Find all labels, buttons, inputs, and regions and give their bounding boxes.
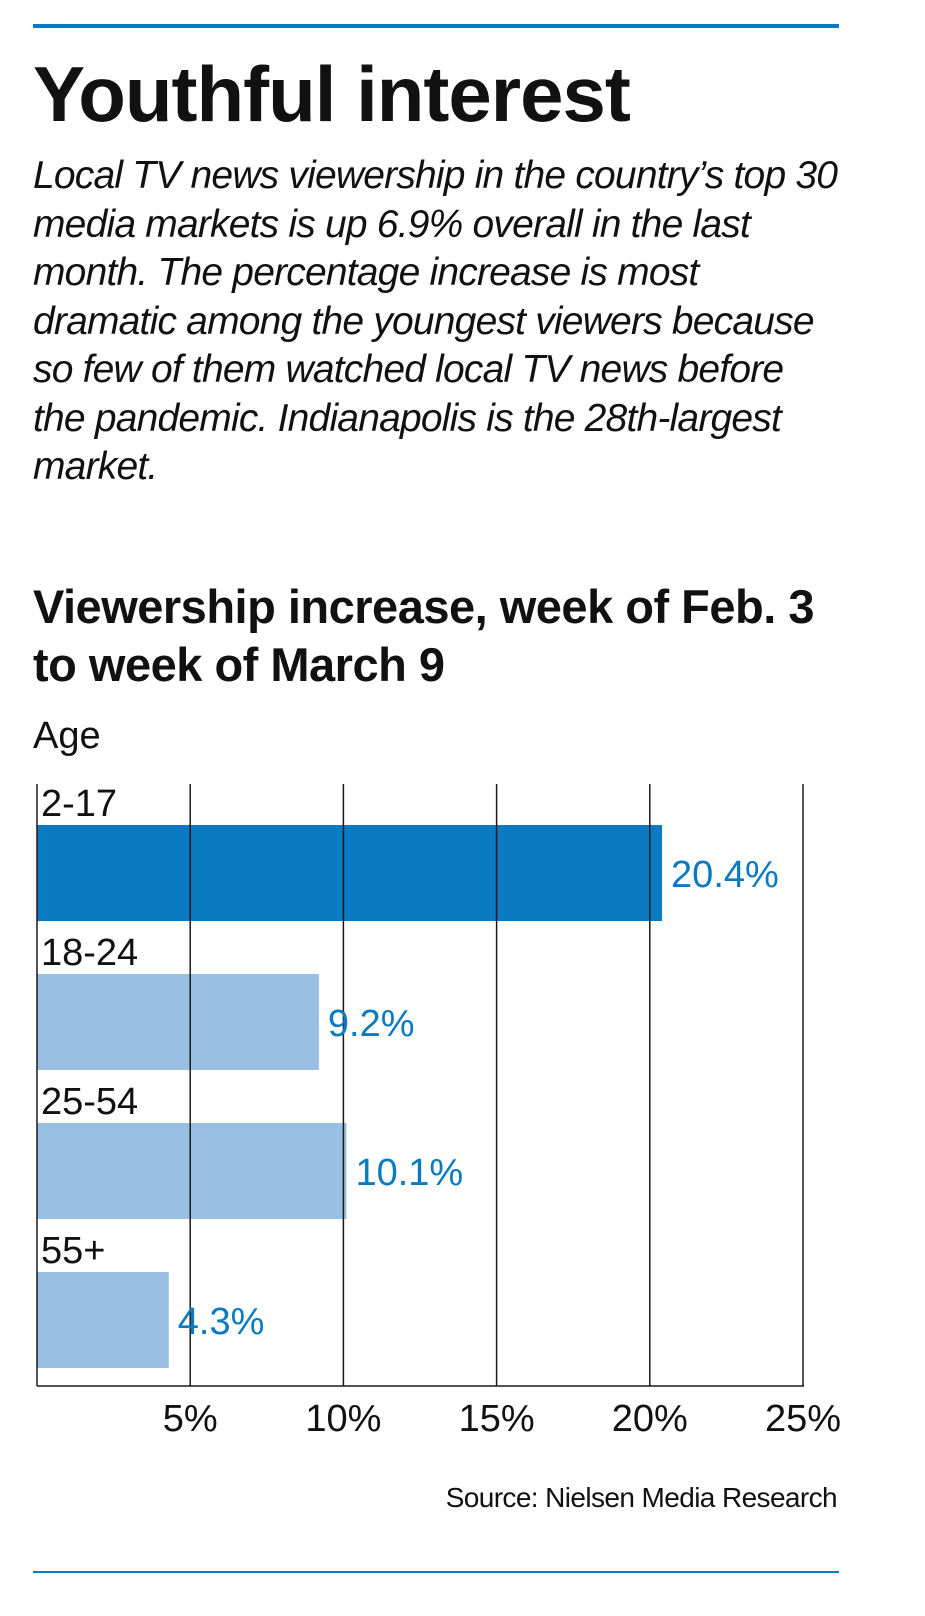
bar-55+	[37, 1272, 169, 1368]
source-note: Source: Nielsen Media Research	[445, 1482, 838, 1513]
chart-title: Viewership increase, week of Feb. 3 to w…	[33, 580, 815, 691]
value-label: 20.4%	[671, 854, 779, 896]
top-rule	[33, 24, 839, 28]
x-tick-label: 20%	[612, 1398, 688, 1440]
value-label: 4.3%	[178, 1301, 265, 1343]
category-label: 55+	[41, 1230, 105, 1272]
x-tick-label: 25%	[765, 1398, 841, 1440]
intro-text: Local TV news viewership in the country’…	[33, 154, 838, 488]
bottom-rule	[33, 1571, 839, 1573]
value-label: 9.2%	[328, 1003, 415, 1045]
bar-25-54	[37, 1123, 347, 1219]
bar-2-17	[37, 825, 663, 921]
category-label: 18-24	[41, 932, 138, 974]
value-label: 10.1%	[355, 1152, 463, 1194]
x-tick-label: 10%	[305, 1398, 381, 1440]
headline: Youthful interest	[33, 50, 631, 138]
x-tick-label: 5%	[163, 1398, 218, 1440]
x-tick-label: 15%	[459, 1398, 535, 1440]
category-label: 25-54	[41, 1081, 138, 1123]
y-axis-title: Age	[33, 715, 101, 757]
category-label: 2-17	[41, 783, 117, 825]
bar-18-24	[37, 974, 319, 1070]
